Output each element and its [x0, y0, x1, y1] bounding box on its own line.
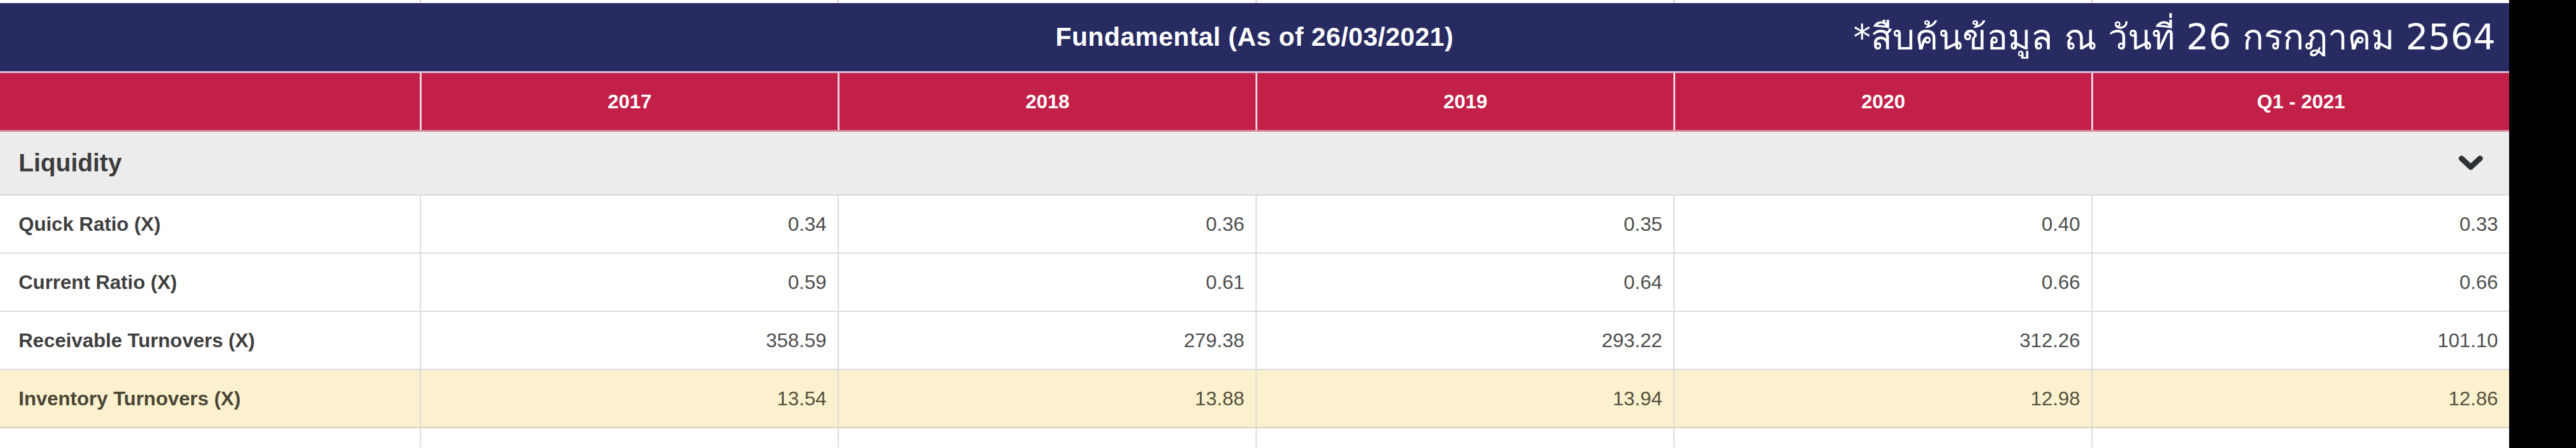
- value-cell: 312.26: [1673, 312, 2091, 369]
- table-row-receivable-turnovers: Receivable Turnovers (X) 358.59 279.38 2…: [0, 312, 2509, 370]
- section-label: Liquidity: [0, 149, 122, 177]
- row-label: Inventory Turnovers (X): [0, 370, 420, 427]
- value-cell: 0.61: [838, 254, 1255, 311]
- table-row-current-ratio: Current Ratio (X) 0.59 0.61 0.64 0.66 0.…: [0, 254, 2509, 312]
- retrieval-date-note: *สืบค้นข้อมูล ณ วันที่ 26 กรกฎาคม 2564: [1854, 9, 2496, 65]
- chevron-down-icon[interactable]: [2458, 155, 2483, 171]
- value-cell: 293.22: [1255, 312, 1673, 369]
- clipped-row-below: [0, 428, 2509, 447]
- value-cell: 0.40: [1673, 196, 2091, 252]
- row-label: Receivable Turnovers (X): [0, 312, 420, 369]
- year-header-spacer: [0, 73, 420, 130]
- value-cell: 358.59: [420, 312, 838, 369]
- value-cell: 279.38: [838, 312, 1255, 369]
- value-cell: 0.36: [838, 196, 1255, 252]
- value-cell: 13.94: [1255, 370, 1673, 427]
- clipped-cell: [420, 428, 838, 447]
- year-header-2019: 2019: [1255, 73, 1673, 130]
- value-cell: 12.98: [1673, 370, 2091, 427]
- clipped-cell: [1255, 428, 1673, 447]
- fundamental-table: Fundamental (As of 26/03/2021) *สืบค้นข้…: [0, 0, 2509, 448]
- clipped-cell: [0, 428, 420, 447]
- value-cell: 13.88: [838, 370, 1255, 427]
- value-cell: 0.66: [2091, 254, 2509, 311]
- year-header-2018: 2018: [838, 73, 1255, 130]
- title-bar: Fundamental (As of 26/03/2021) *สืบค้นข้…: [0, 3, 2509, 71]
- value-cell: 101.10: [2091, 312, 2509, 369]
- year-header-2020: 2020: [1673, 73, 2091, 130]
- value-cell: 0.59: [420, 254, 838, 311]
- value-cell: 0.66: [1673, 254, 2091, 311]
- table-row-quick-ratio: Quick Ratio (X) 0.34 0.36 0.35 0.40 0.33: [0, 196, 2509, 254]
- year-header-q1-2021: Q1 - 2021: [2091, 73, 2509, 130]
- clipped-cell: [1673, 428, 2091, 447]
- value-cell: 0.35: [1255, 196, 1673, 252]
- page-title: Fundamental (As of 26/03/2021): [1056, 22, 1454, 52]
- value-cell: 12.86: [2091, 370, 2509, 427]
- row-label: Current Ratio (X): [0, 254, 420, 311]
- year-header-row: 2017 2018 2019 2020 Q1 - 2021: [0, 71, 2509, 132]
- value-cell: 13.54: [420, 370, 838, 427]
- value-cell: 0.34: [420, 196, 838, 252]
- clipped-cell: [838, 428, 1255, 447]
- section-header-liquidity[interactable]: Liquidity: [0, 132, 2509, 196]
- year-header-2017: 2017: [420, 73, 838, 130]
- row-label: Quick Ratio (X): [0, 196, 420, 252]
- value-cell: 0.64: [1255, 254, 1673, 311]
- value-cell: 0.33: [2091, 196, 2509, 252]
- table-row-inventory-turnovers: Inventory Turnovers (X) 13.54 13.88 13.9…: [0, 370, 2509, 428]
- clipped-cell: [2091, 428, 2509, 447]
